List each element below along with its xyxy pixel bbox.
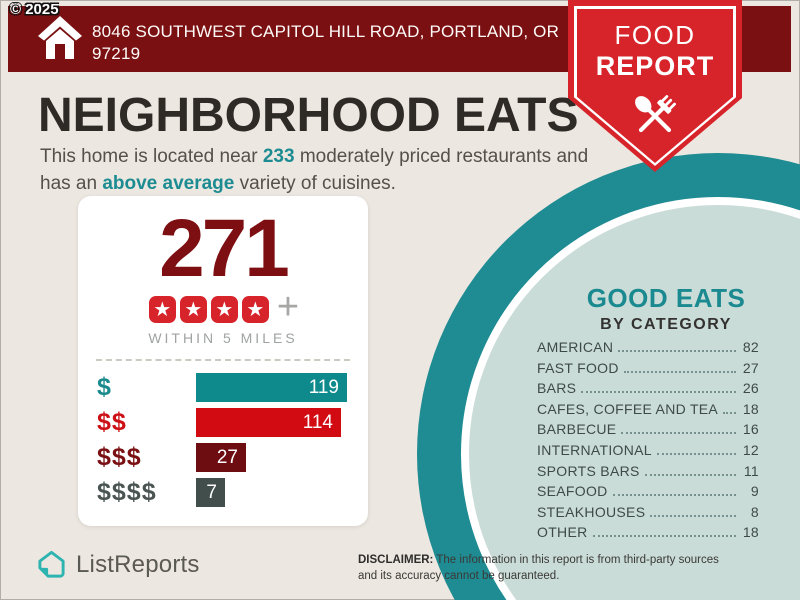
category-label: FAST FOOD <box>537 359 619 376</box>
plus-sign: + <box>276 286 300 329</box>
category-list: AMERICAN 82 FAST FOOD 27 BARS 26 CAFES, COFFEE… <box>537 339 759 545</box>
copyright-text: © 2025 <box>10 1 59 18</box>
subtitle-post: variety of cuisines. <box>234 172 396 194</box>
good-eats-subtitle: BY CATEGORY <box>600 316 732 333</box>
dotted-leader <box>656 452 736 455</box>
good-eats-title: GOOD EATS <box>586 283 746 313</box>
spoon-icon <box>635 96 672 133</box>
bar-segment: 119 <box>196 373 347 403</box>
category-count: 82 <box>742 339 759 355</box>
star-icon: ★ <box>148 295 176 323</box>
price-tier-label: $ <box>97 373 112 402</box>
category-label: OTHER <box>537 524 588 541</box>
address-line-1: 8046 SOUTHWEST CAPITOL HILL ROAD, PORTLA… <box>92 22 560 41</box>
crossed-spoon-fork-icon <box>635 95 676 133</box>
dotted-leader <box>621 432 736 435</box>
chart-row-4dollar: $$$$ 7 <box>97 475 348 510</box>
category-count: 26 <box>742 380 759 397</box>
subtitle-pre: This home is located near <box>40 146 263 167</box>
bar-segment: 114 <box>196 408 341 438</box>
category-label: CAFES, COFFEE AND TEA <box>537 400 719 417</box>
category-count: 18 <box>742 400 759 417</box>
variety-rating: above average <box>102 172 235 194</box>
fork-icon <box>638 95 676 133</box>
dotted-leader <box>623 370 736 373</box>
dotted-leader <box>618 350 736 352</box>
category-row: SPORTS BARS 11 <box>537 463 759 484</box>
star-rating: ★ ★ ★ ★ + <box>78 286 368 329</box>
listreports-house-icon <box>38 550 65 578</box>
property-address: 8046 SOUTHWEST CAPITOL HILL ROAD, PORTLA… <box>92 21 562 65</box>
price-tier-label: $$ <box>97 408 127 437</box>
brand-name: ListReports <box>76 550 200 578</box>
category-row: STEAKHOUSES 8 <box>537 504 759 525</box>
category-count: 27 <box>742 359 759 376</box>
chart-row-3dollar: $$$ 27 <box>97 440 348 475</box>
badge-label-food: FOOD <box>614 20 696 50</box>
restaurant-summary-card: 271 ★ ★ ★ ★ + WITHIN 5 MILES $119 $$ 114 $$$ 27… <box>78 196 368 526</box>
category-label: STEAKHOUSES <box>537 503 646 520</box>
category-count: 9 <box>750 483 759 500</box>
category-count: 16 <box>742 421 759 438</box>
dotted-leader <box>592 535 736 538</box>
bar-segment: 27 <box>196 443 246 473</box>
subtitle-text: This home is located near 233 moderately… <box>40 144 600 197</box>
category-count: 11 <box>743 462 759 479</box>
category-row: BARS 26 <box>537 380 759 401</box>
price-tier-label: $$$ <box>97 443 142 472</box>
price-tier-chart: $119 $$ 114 $$$ 27 $$$$ 7 <box>78 370 368 510</box>
category-count: 18 <box>742 524 759 541</box>
disclaimer-label: DISCLAIMER: <box>358 554 434 566</box>
chart-row-1dollar: $119 <box>97 370 348 405</box>
subtitle-mid: moderately priced restaurants and has an <box>40 146 589 194</box>
star-icon: ★ <box>179 295 207 323</box>
category-row: OTHER 18 <box>537 524 759 545</box>
category-label: BARS <box>537 380 577 397</box>
radius-caption: WITHIN 5 MILES <box>148 330 298 347</box>
price-tier-label: $$$$ <box>97 478 157 507</box>
category-row: INTERNATIONAL 12 <box>537 442 759 463</box>
home-icon <box>38 16 82 59</box>
badge-label-report: REPORT <box>595 51 715 81</box>
category-row: CAFES, COFFEE AND TEA 18 <box>537 401 759 422</box>
total-restaurant-count: 271 <box>159 203 290 294</box>
dotted-leader <box>723 411 736 414</box>
brand-logo: ListReports <box>36 549 200 580</box>
category-row: BARBECUE 16 <box>537 421 759 442</box>
category-label: BARBECUE <box>537 421 617 438</box>
category-label: INTERNATIONAL <box>537 441 652 458</box>
category-label: AMERICAN <box>537 339 614 355</box>
category-row: FAST FOOD 27 <box>537 360 759 381</box>
good-eats-header: GOOD EATS BY CATEGORY <box>531 283 800 334</box>
address-line-2: 97219 <box>92 44 141 64</box>
category-row: SEAFOOD 9 <box>537 483 759 504</box>
dotted-leader <box>650 514 736 517</box>
food-report-badge: FOOD REPORT <box>568 0 742 172</box>
category-row: AMERICAN 82 <box>537 339 759 360</box>
dotted-leader <box>612 494 736 497</box>
bar-segment: 7 <box>196 478 225 508</box>
category-label: SEAFOOD <box>537 483 608 500</box>
category-count: 12 <box>742 441 759 458</box>
dotted-leader <box>644 473 736 476</box>
star-icon: ★ <box>241 295 269 323</box>
page-title: NEIGHBORHOOD EATS <box>38 89 579 142</box>
restaurant-count: 233 <box>262 146 295 167</box>
star-icon: ★ <box>210 295 238 323</box>
chart-row-2dollar: $$ 114 <box>97 405 348 440</box>
disclaimer-text: DISCLAIMER: The information in this repo… <box>358 554 719 582</box>
dotted-leader <box>581 391 736 394</box>
category-label: SPORTS BARS <box>537 462 640 479</box>
dashed-divider <box>96 359 350 362</box>
category-count: 8 <box>750 503 759 520</box>
